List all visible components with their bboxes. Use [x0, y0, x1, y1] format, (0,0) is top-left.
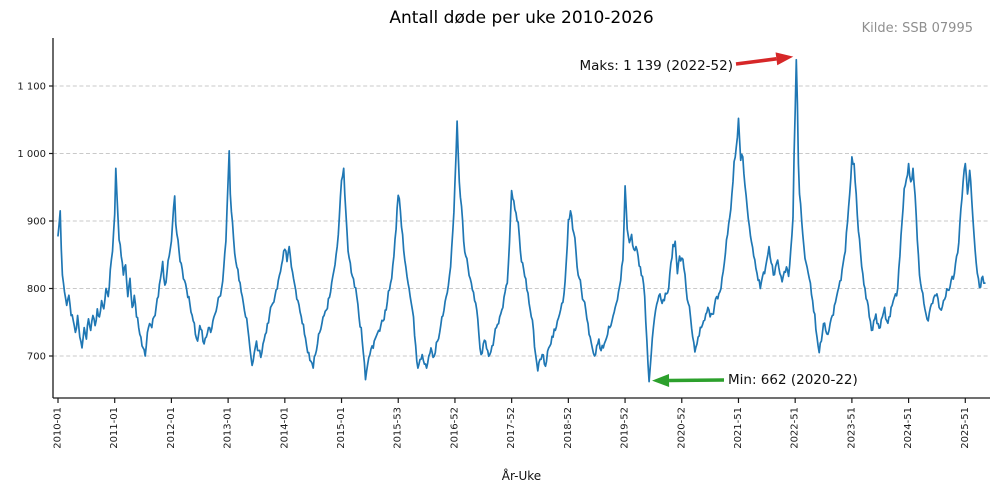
- x-tick-label: 2025-51: [960, 407, 971, 449]
- y-tick-label: 1 000: [17, 149, 46, 160]
- y-tick-label: 900: [27, 217, 46, 228]
- y-tick-label: 1 100: [17, 82, 46, 93]
- x-tick-label: 2023-51: [846, 407, 857, 449]
- max-arrow: [735, 57, 777, 66]
- min-annotation-label: Min: 662 (2020-22): [728, 372, 858, 388]
- max-arrow-head: [775, 52, 794, 66]
- x-tick-label: 2017-52: [506, 407, 517, 449]
- x-tick-label: 2015-53: [393, 407, 404, 449]
- series-line: [57, 58, 986, 383]
- min-arrow-head: [652, 373, 670, 387]
- x-tick-label: 2021-51: [733, 407, 744, 449]
- x-tick-label: 2014-01: [279, 407, 290, 449]
- x-tick-label: 2020-52: [676, 407, 687, 449]
- source-label: Kilde: SSB 07995: [861, 21, 973, 36]
- chart-title: Antall døde per uke 2010-2026: [389, 8, 654, 28]
- x-tick-label: 2013-01: [223, 407, 234, 449]
- x-axis-title: År-Uke: [501, 469, 542, 483]
- x-tick-label: 2016-52: [449, 407, 460, 449]
- x-tick-label: 2019-52: [620, 407, 631, 449]
- x-tick-label: 2015-01: [336, 407, 347, 449]
- x-tick-label: 2024-51: [903, 407, 914, 449]
- x-tick-label: 2010-01: [53, 407, 64, 449]
- x-tick-label: 2022-51: [790, 407, 801, 449]
- max-annotation-label: Maks: 1 139 (2022-52): [579, 58, 734, 74]
- x-tick-label: 2012-01: [166, 407, 177, 449]
- x-tick-label: 2018-52: [563, 407, 574, 449]
- y-tick-label: 700: [27, 352, 46, 363]
- x-tick-label: 2011-01: [109, 407, 120, 449]
- y-tick-label: 800: [27, 284, 46, 295]
